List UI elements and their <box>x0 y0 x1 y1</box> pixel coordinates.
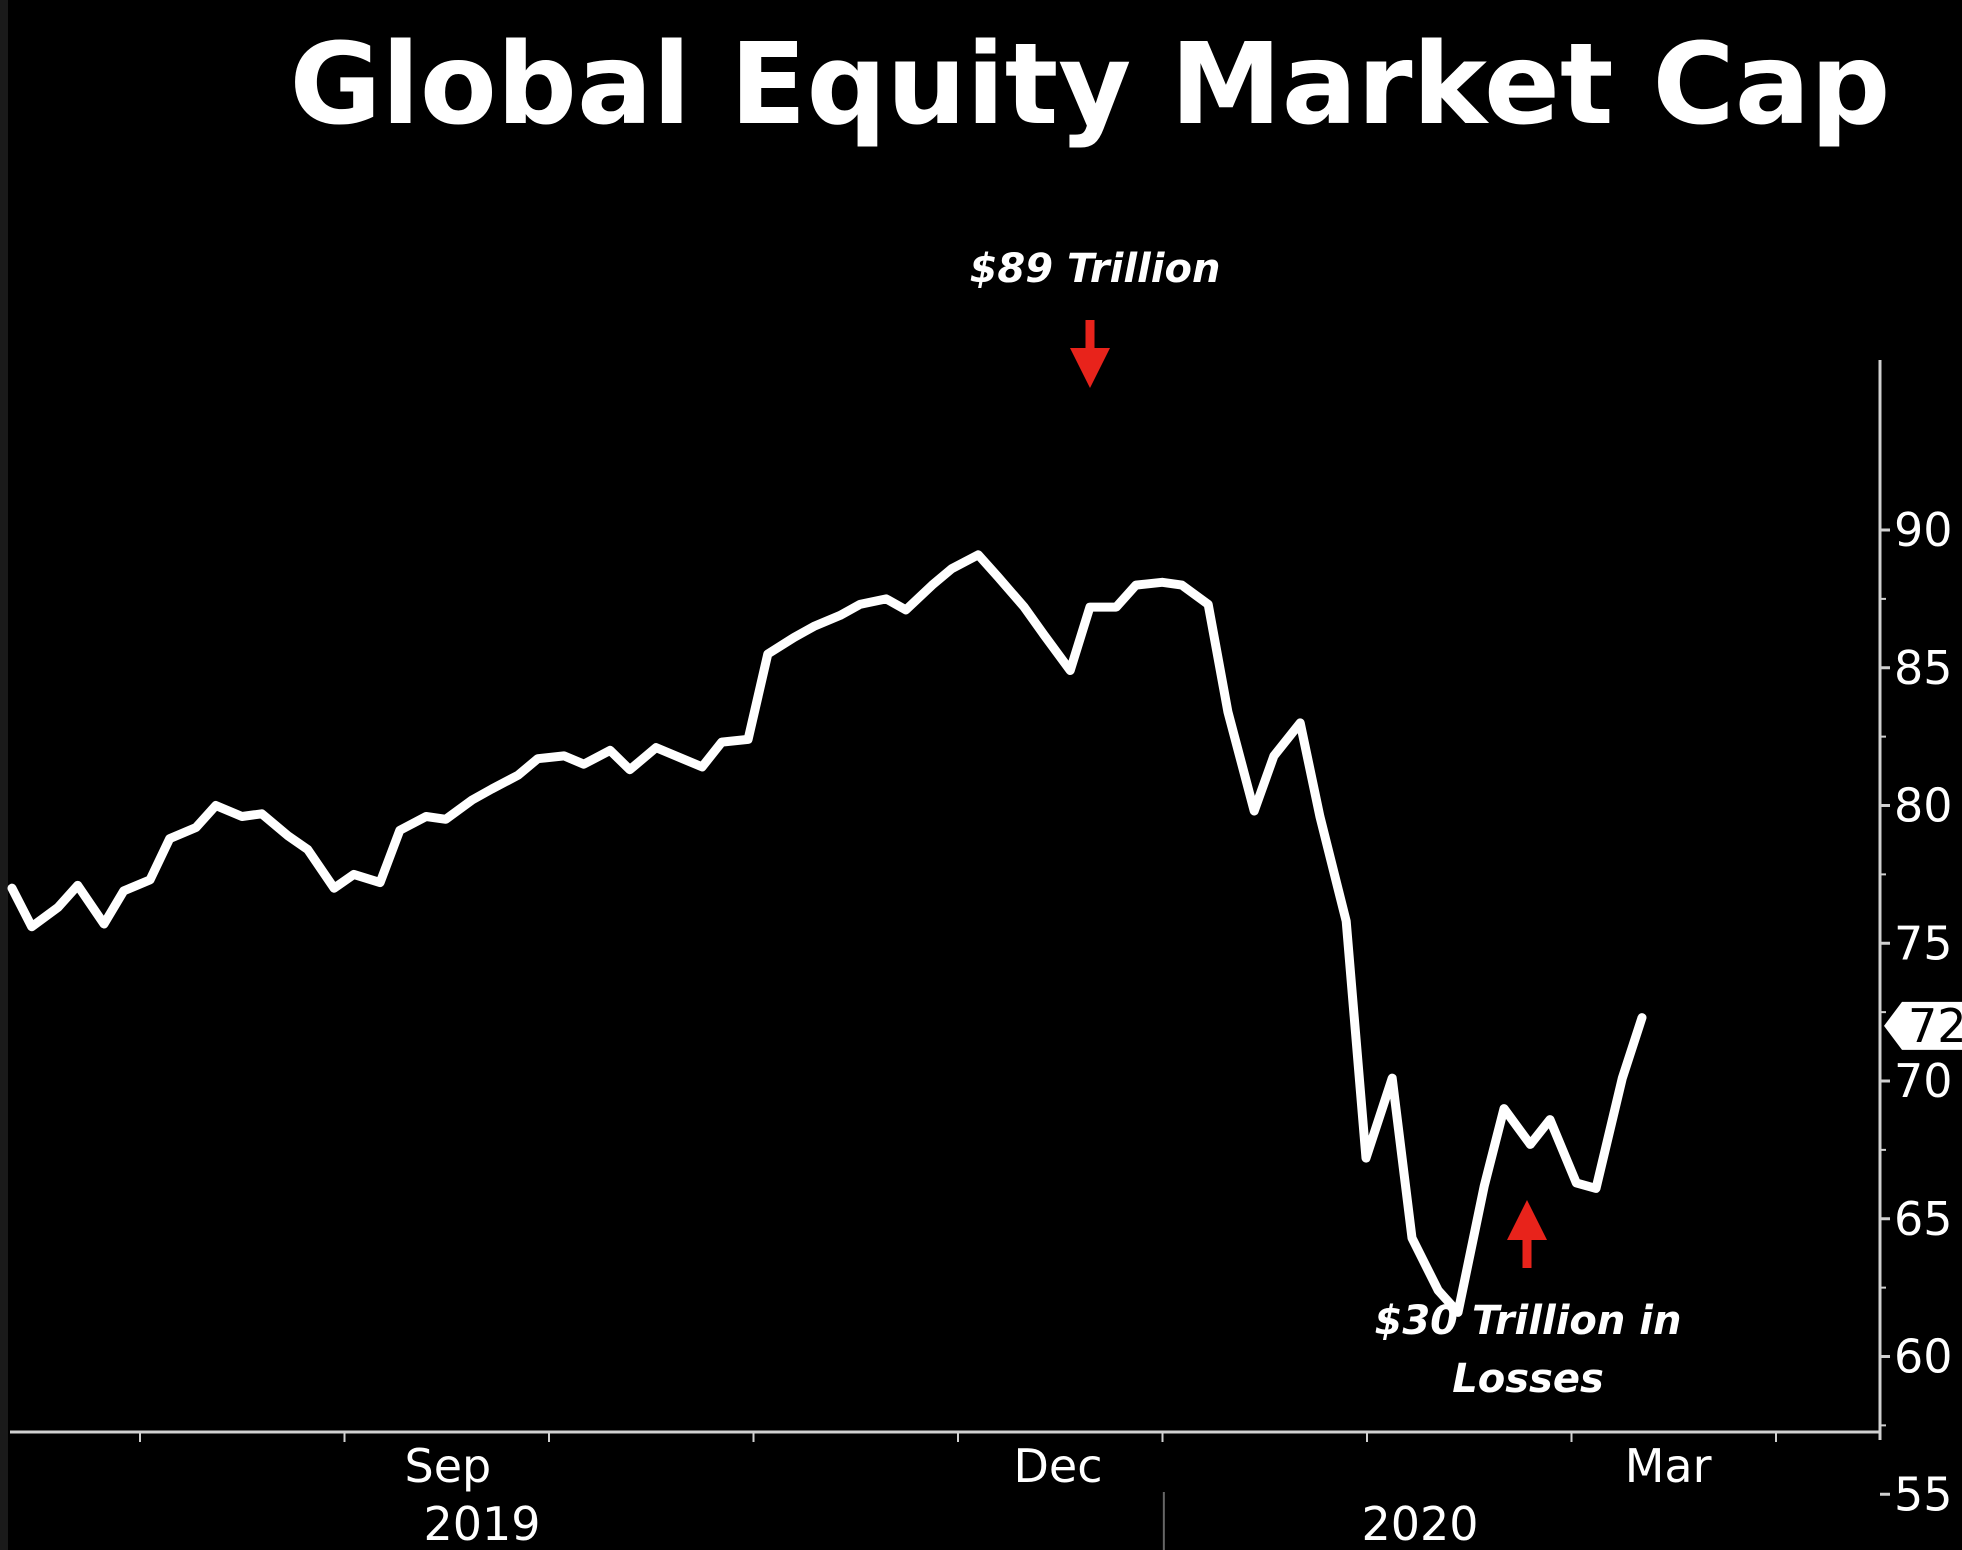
peak-arrow-head <box>1070 348 1110 388</box>
x-year-label: 2020 <box>1361 1497 1478 1550</box>
window-edge-strip <box>0 0 8 1550</box>
last-value-tag <box>1884 1001 1962 1050</box>
y-tick-label: 70 <box>1894 1054 1953 1108</box>
y-tick-label: 65 <box>1894 1192 1953 1246</box>
chart-title: Global Equity Market Cap <box>289 20 1891 150</box>
series-line <box>7 550 1647 1317</box>
y-tick-label: 80 <box>1894 779 1953 833</box>
y-tick-label: 75 <box>1894 916 1953 970</box>
x-month-label: Sep <box>405 1439 492 1493</box>
trough-annotation-line: $30 Trillion in <box>1375 1298 1682 1344</box>
y-tick-label: 85 <box>1894 641 1953 695</box>
trough-annotation-line: Losses <box>1452 1356 1604 1402</box>
x-month-label: Dec <box>1013 1439 1102 1493</box>
trough-arrow-head <box>1507 1200 1547 1240</box>
last-value-label: 72 <box>1908 999 1962 1053</box>
peak-annotation: $89 Trillion <box>970 246 1221 292</box>
x-year-label: 2019 <box>423 1497 540 1550</box>
y-tick-label: 55 <box>1894 1467 1953 1521</box>
y-tick-label: 90 <box>1894 503 1953 557</box>
y-tick-label: 60 <box>1894 1330 1953 1384</box>
x-month-label: Mar <box>1625 1439 1712 1493</box>
